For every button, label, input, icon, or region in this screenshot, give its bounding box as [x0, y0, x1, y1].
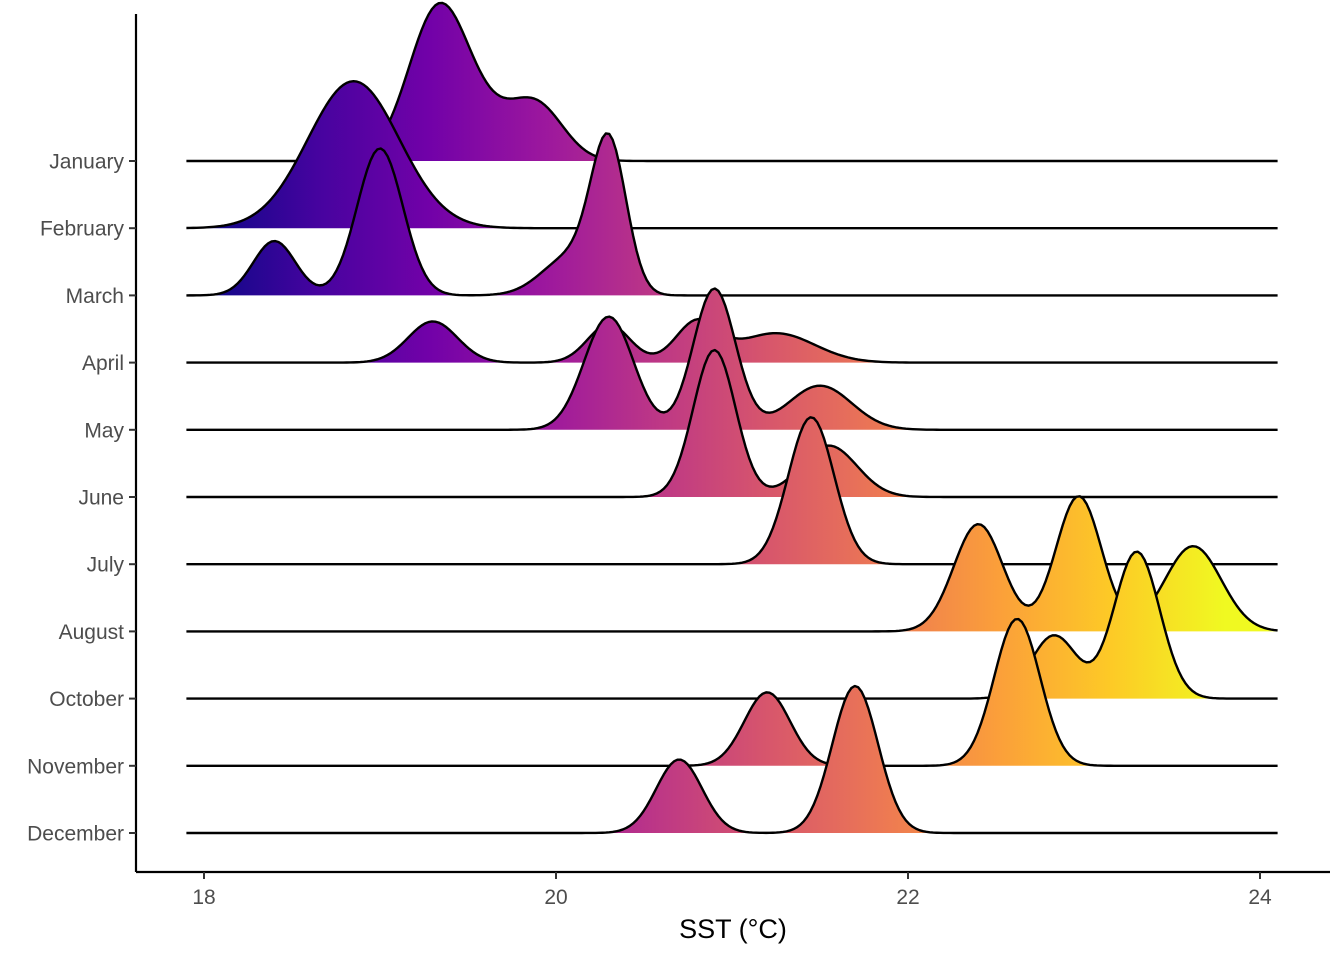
ridge-area-june — [186, 350, 1278, 497]
x-tick-label-20: 20 — [544, 886, 567, 909]
y-tick-label-march: March — [66, 285, 124, 308]
ridge-area-october — [186, 551, 1278, 699]
y-tick-label-november: November — [27, 755, 124, 778]
ridge-line-march — [186, 132, 1278, 297]
ridge-line-december — [186, 684, 1278, 835]
y-tick-label-june: June — [78, 487, 124, 510]
y-tick-label-august: August — [59, 621, 125, 644]
ridge-line-may — [186, 287, 1278, 431]
y-tick-label-december: December — [27, 823, 124, 846]
ridge-area-august — [186, 496, 1278, 632]
ridges-layer — [186, 1, 1278, 835]
y-tick-label-october: October — [49, 688, 124, 711]
x-tick-label-22: 22 — [896, 886, 919, 909]
ridge-area-november — [186, 619, 1278, 766]
ridge-area-february — [186, 81, 1278, 229]
y-axis: January February March April May June July Augu… — [27, 14, 138, 872]
y-tick-label-july: July — [87, 554, 125, 577]
ridge-line-february — [186, 80, 1278, 230]
x-axis: 18 20 22 24 — [136, 870, 1330, 909]
y-tick-label-january: January — [49, 151, 124, 174]
x-tick-label-24: 24 — [1248, 886, 1272, 909]
ridge-line-october — [186, 550, 1278, 700]
y-tick-label-april: April — [82, 352, 124, 375]
ridge-area-may — [186, 288, 1278, 430]
x-tick-label-18: 18 — [192, 886, 215, 909]
y-tick-label-may: May — [84, 419, 124, 442]
x-axis-title: SST (°C) — [679, 914, 787, 944]
ridge-line-august — [186, 495, 1278, 633]
y-tick-label-february: February — [40, 218, 125, 241]
ridge-line-june — [186, 348, 1278, 499]
ridge-line-november — [186, 617, 1278, 767]
ridge-area-january — [186, 2, 1278, 162]
